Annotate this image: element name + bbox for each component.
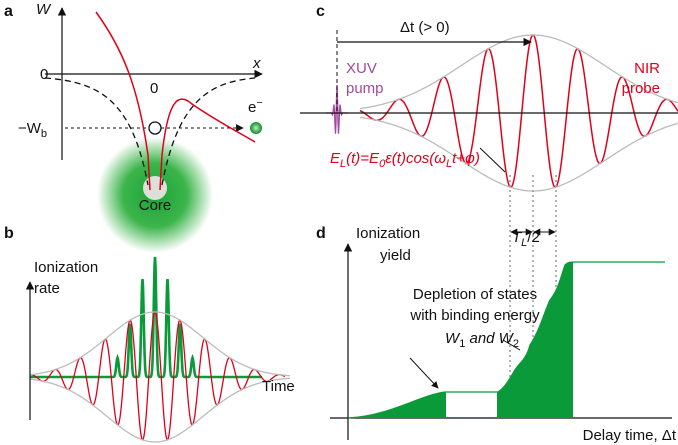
formula-part: E (330, 150, 341, 167)
note: with binding energy (409, 307, 540, 324)
period-part: L (521, 237, 527, 249)
free-electron (250, 122, 262, 134)
y-axis-label: W (36, 1, 52, 18)
formula-part: t+φ) (452, 150, 480, 167)
dotted-guides (509, 175, 557, 400)
y-zero: 0 (40, 66, 48, 83)
gap (446, 380, 497, 417)
probe-label: probe (622, 80, 660, 97)
note-part: W (445, 330, 461, 347)
note-arrow (409, 357, 439, 389)
formula-part: 0 (379, 158, 386, 170)
y-axis-label: Ionization (356, 225, 420, 242)
pump-label: XUV (346, 60, 377, 77)
y-axis-label: Ionization (34, 259, 98, 276)
electron-sup: − (256, 97, 262, 109)
envelope (359, 34, 678, 192)
electron: e (248, 99, 256, 116)
yield-fill (348, 262, 575, 418)
x-zero: 0 (150, 80, 158, 97)
y-axis-label: yield (380, 247, 411, 264)
bare-potential (44, 77, 256, 186)
note-part: 2 (513, 338, 519, 350)
x-axis-label: x (252, 55, 261, 72)
panel-d: d Ionization yield TL/2 Depletion of sta… (316, 225, 677, 444)
envelope (30, 311, 291, 443)
panel-label: a (4, 3, 13, 20)
nir-field (359, 34, 678, 189)
core-label: Core (139, 197, 172, 214)
note-part: and W (465, 330, 514, 347)
panel-b: b Ionization rate Time (4, 225, 295, 443)
gap (573, 255, 673, 417)
pump-label: pump (346, 80, 384, 97)
panel-a: a Core W x 0 0 −Wb e− (4, 1, 263, 253)
formula-part: L (446, 158, 452, 170)
binding-label: −Wb (18, 120, 47, 140)
binding: −W (18, 120, 42, 137)
formula-pointer (479, 147, 506, 173)
x-axis-label: Delay time, Δt (583, 427, 677, 444)
formula: EL(t)=E0ε(t)cos(ωLt+φ) (330, 150, 480, 170)
note-part: 1 (459, 338, 465, 350)
note-pointer (502, 339, 521, 351)
formula-part: L (340, 158, 346, 170)
dressed-potential (95, 11, 256, 191)
probe-label: NIR (634, 60, 660, 77)
yield-curve (347, 261, 665, 419)
bound-state (148, 121, 162, 135)
period-part: T (512, 229, 523, 246)
delay-label: Δt (> 0) (400, 19, 450, 36)
panel-label: b (4, 225, 14, 242)
panel-label: d (316, 225, 326, 242)
formula-part: ε(t)cos(ω (385, 150, 446, 167)
panel-label: c (316, 3, 325, 20)
note: W1 and W2 (445, 330, 519, 350)
panel-c: c Δt (> 0) XUV pump NIR probe EL(t)=E0ε(… (300, 3, 678, 400)
binding-sub: b (41, 128, 47, 140)
electron-label: e− (248, 97, 263, 116)
note: Depletion of states (413, 286, 537, 303)
x-axis-label: Time (262, 378, 295, 395)
y-axis-label: rate (34, 280, 60, 297)
formula-part: (t)=E (346, 150, 380, 167)
